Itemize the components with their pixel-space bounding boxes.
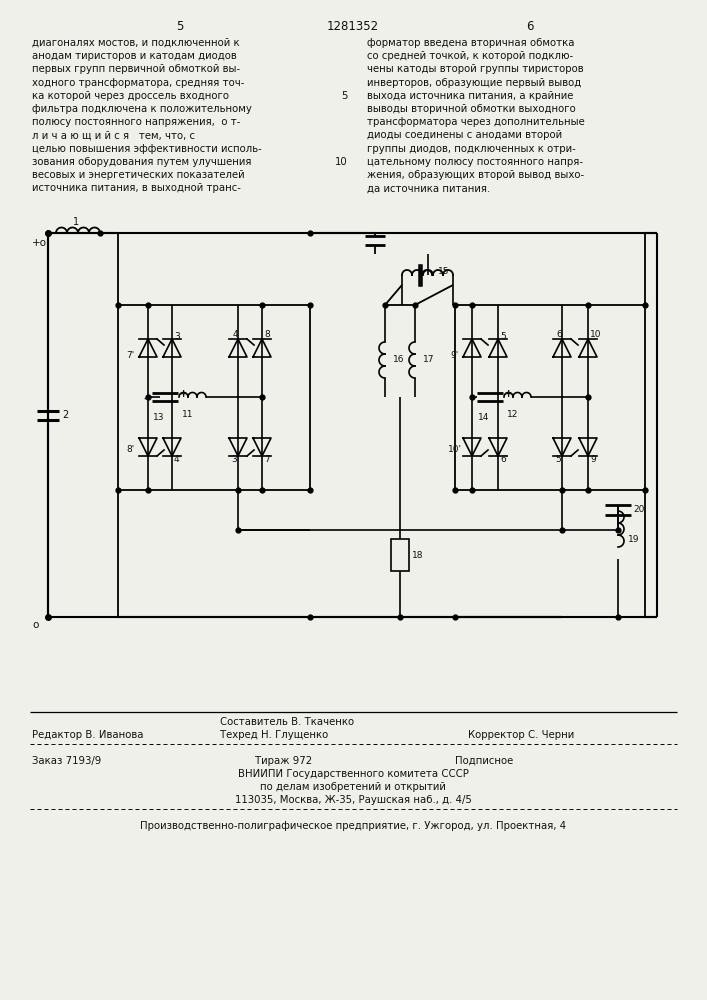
Bar (391, 539, 409, 571)
Text: 6': 6' (500, 455, 508, 464)
Text: Тираж 972: Тираж 972 (255, 756, 312, 766)
Text: диагоналях мостов, и подключенной к: диагоналях мостов, и подключенной к (32, 38, 240, 48)
Text: ВНИИПИ Государственного комитета СССР: ВНИИПИ Государственного комитета СССР (238, 769, 469, 779)
Text: 10': 10' (448, 445, 462, 454)
Text: л и ч а ю щ и й с я   тем, что, с: л и ч а ю щ и й с я тем, что, с (32, 130, 195, 140)
Text: 5: 5 (500, 332, 506, 341)
Text: выхода источника питания, а крайние: выхода источника питания, а крайние (367, 91, 573, 101)
Text: +o: +o (32, 238, 47, 248)
Text: 8': 8' (126, 445, 134, 454)
Text: по делам изобретений и открытий: по делам изобретений и открытий (260, 782, 446, 792)
Text: 3: 3 (174, 332, 180, 341)
Text: o: o (32, 620, 38, 630)
Text: 10: 10 (590, 330, 602, 339)
Text: диоды соединены с анодами второй: диоды соединены с анодами второй (367, 130, 562, 140)
Text: анодам тиристоров и катодам диодов: анодам тиристоров и катодам диодов (32, 51, 237, 61)
Text: 6: 6 (556, 330, 562, 339)
Text: 13: 13 (153, 413, 165, 422)
Text: 7': 7' (126, 351, 134, 360)
Text: форматор введена вторичная обмотка: форматор введена вторичная обмотка (367, 38, 575, 48)
Text: инверторов, образующие первый вывод: инверторов, образующие первый вывод (367, 78, 581, 88)
Text: 14: 14 (478, 413, 489, 422)
Text: 4': 4' (174, 455, 182, 464)
Text: Подписное: Подписное (455, 756, 513, 766)
Text: 7: 7 (264, 455, 270, 464)
Text: Редактор В. Иванова: Редактор В. Иванова (32, 730, 144, 740)
Text: полюсу постоянного напряжения,  о т-: полюсу постоянного напряжения, о т- (32, 117, 240, 127)
Text: 9: 9 (590, 455, 596, 464)
Text: со средней точкой, к которой подклю-: со средней точкой, к которой подклю- (367, 51, 573, 61)
Text: 2: 2 (62, 410, 69, 420)
Text: выводы вторичной обмотки выходного: выводы вторичной обмотки выходного (367, 104, 575, 114)
Text: 8: 8 (264, 330, 270, 339)
Text: 18: 18 (412, 550, 423, 560)
Text: весовых и энергетических показателей: весовых и энергетических показателей (32, 170, 245, 180)
Text: первых групп первичной обмоткой вы-: первых групп первичной обмоткой вы- (32, 64, 240, 74)
Text: 6: 6 (526, 20, 534, 33)
Text: ка которой через дроссель входного: ка которой через дроссель входного (32, 91, 229, 101)
Text: 20: 20 (633, 506, 644, 514)
Text: группы диодов, подключенных к отри-: группы диодов, подключенных к отри- (367, 144, 575, 154)
Text: 12: 12 (507, 410, 518, 419)
Text: Составитель В. Ткаченко: Составитель В. Ткаченко (220, 717, 354, 727)
Text: 5: 5 (176, 20, 184, 33)
Text: 4: 4 (233, 330, 239, 339)
Text: 10: 10 (335, 157, 348, 167)
Text: 5: 5 (341, 91, 348, 101)
Text: 17: 17 (423, 356, 435, 364)
Text: 113035, Москва, Ж-35, Раушская наб., д. 4/5: 113035, Москва, Ж-35, Раушская наб., д. … (235, 795, 472, 805)
Text: 11: 11 (182, 410, 194, 419)
Text: 3': 3' (231, 455, 239, 464)
Text: Техред Н. Глущенко: Техред Н. Глущенко (220, 730, 328, 740)
Text: Заказ 7193/9: Заказ 7193/9 (32, 756, 101, 766)
Text: источника питания, в выходной транс-: источника питания, в выходной транс- (32, 183, 241, 193)
Text: Корректор С. Черни: Корректор С. Черни (468, 730, 574, 740)
Text: 9': 9' (450, 351, 458, 360)
Text: чены катоды второй группы тиристоров: чены катоды второй группы тиристоров (367, 64, 583, 74)
Text: -: - (143, 394, 148, 404)
Text: целью повышения эффективности исполь-: целью повышения эффективности исполь- (32, 144, 262, 154)
Text: +: + (179, 389, 188, 399)
Text: фильтра подключена к положительному: фильтра подключена к положительному (32, 104, 252, 114)
Text: жения, образующих второй вывод выхо-: жения, образующих второй вывод выхо- (367, 170, 584, 180)
Text: зования оборудования путем улучшения: зования оборудования путем улучшения (32, 157, 252, 167)
Text: Производственно-полиграфическое предприятие, г. Ужгород, ул. Проектная, 4: Производственно-полиграфическое предприя… (140, 821, 566, 831)
Text: 16: 16 (393, 356, 404, 364)
Text: трансформатора через дополнительные: трансформатора через дополнительные (367, 117, 585, 127)
Text: ходного трансформатора, средняя точ-: ходного трансформатора, средняя точ- (32, 78, 245, 88)
Text: +: + (504, 389, 513, 399)
Text: 1281352: 1281352 (327, 20, 379, 33)
Text: да источника питания.: да источника питания. (367, 183, 490, 193)
Text: 5': 5' (555, 455, 563, 464)
Text: 19: 19 (628, 535, 640, 544)
Text: 1: 1 (73, 217, 79, 227)
Text: 15: 15 (438, 267, 450, 276)
Text: цательному полюсу постоянного напря-: цательному полюсу постоянного напря- (367, 157, 583, 167)
